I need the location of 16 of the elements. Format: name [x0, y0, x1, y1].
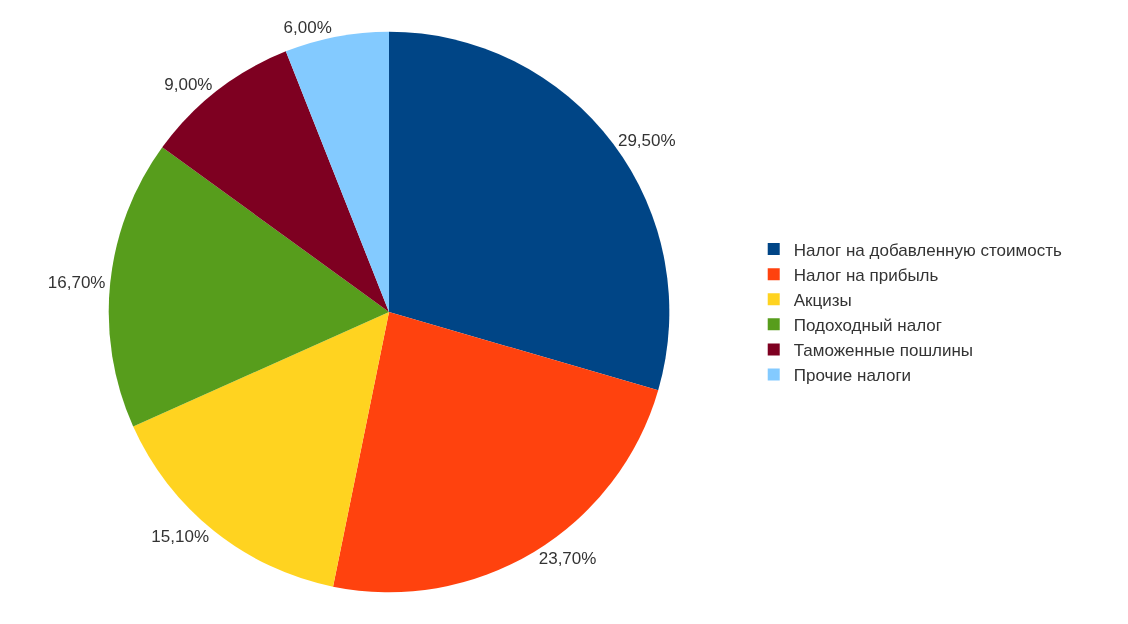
legend-label: Таможенные пошлины — [793, 341, 974, 361]
data-label: 29,50% — [617, 130, 676, 150]
legend-label: Налог на прибыль — [793, 265, 939, 285]
legend-label: Акцизы — [793, 290, 852, 310]
data-label: 16,70% — [47, 273, 106, 293]
data-label: 15,10% — [151, 527, 209, 547]
legend-label: Подоходный налог — [793, 315, 942, 335]
legend-label: Налог на добавленную стоимость — [793, 240, 1062, 260]
pie-slice — [133, 312, 390, 587]
data-label: 9,00% — [164, 75, 213, 95]
pie-slice — [108, 147, 390, 427]
legend-label: Прочие налоги — [793, 366, 912, 386]
pie-slice — [333, 312, 659, 593]
data-label: 6,00% — [283, 17, 332, 37]
data-label: 23,70% — [538, 549, 597, 569]
pie-slice — [162, 51, 390, 312]
